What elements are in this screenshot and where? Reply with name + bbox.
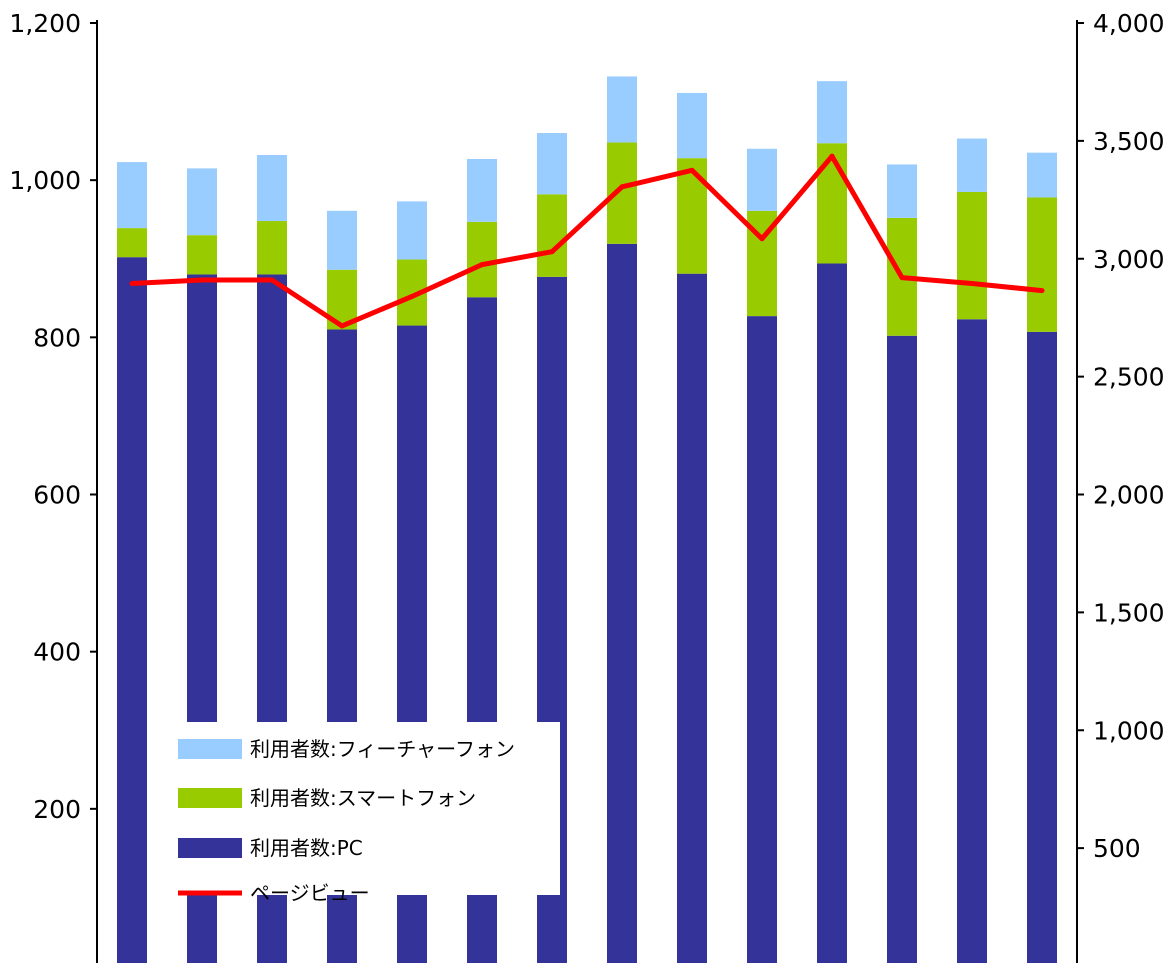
line-point-12 xyxy=(969,281,975,287)
bar-segment-s1-5 xyxy=(467,221,497,298)
bar-segment-s2-5 xyxy=(467,158,497,222)
legend-label-0: 利用者数:フィーチャーフォン xyxy=(250,737,515,761)
bar-segment-s2-9 xyxy=(747,148,777,211)
line-point-2 xyxy=(269,277,275,283)
line-point-9 xyxy=(759,236,765,242)
left-tick-label-3: 800 xyxy=(33,323,81,352)
right-tick-label-4: 2,500 xyxy=(1093,363,1164,392)
left-tick-label-0: 200 xyxy=(33,795,81,824)
bar-segment-s2-6 xyxy=(537,133,567,195)
bar-segment-s1-7 xyxy=(607,142,637,244)
bar-segment-s1-10 xyxy=(817,143,847,264)
bar-segment-s0-7 xyxy=(607,243,637,963)
bar-segment-s1-13 xyxy=(1027,197,1057,332)
legend-swatch-1 xyxy=(178,788,242,808)
legend-label-1: 利用者数:スマートフォン xyxy=(250,786,476,810)
bar-segment-s1-2 xyxy=(257,221,287,275)
right-tick-label-7: 4,000 xyxy=(1093,9,1164,38)
bar-segment-s0-9 xyxy=(747,316,777,963)
bar-segment-s0-11 xyxy=(887,335,917,963)
right-tick-label-0: 500 xyxy=(1093,834,1141,863)
legend-label-2: 利用者数:PC xyxy=(250,836,363,860)
bar-segment-s0-8 xyxy=(677,273,707,963)
right-tick-label-2: 1,500 xyxy=(1093,598,1164,627)
right-tick-label-3: 2,000 xyxy=(1093,481,1164,510)
line-point-4 xyxy=(409,293,415,299)
bar-segment-s1-12 xyxy=(957,191,987,320)
series-line-pageview xyxy=(131,153,1043,329)
line-point-13 xyxy=(1039,288,1045,294)
bar-segment-s1-0 xyxy=(117,228,147,258)
left-tick-label-2: 600 xyxy=(33,481,81,510)
bar-segment-s2-13 xyxy=(1027,152,1057,198)
bar-segment-s0-10 xyxy=(817,263,847,963)
axes-layer: 200 400 600 800 1,000 1,200 500 1,000 1,500 2,000… xyxy=(9,9,1164,963)
left-tick-label-4: 1,000 xyxy=(9,166,81,195)
bar-segment-s2-10 xyxy=(817,81,847,144)
bar-segment-s2-1 xyxy=(187,168,217,236)
line-point-0 xyxy=(129,281,135,287)
line-layer xyxy=(129,153,1045,329)
right-tick-label-5: 3,000 xyxy=(1093,245,1164,274)
bar-segment-s2-2 xyxy=(257,155,287,222)
bar-segment-s2-8 xyxy=(677,92,707,159)
bar-segment-s0-0 xyxy=(117,257,147,963)
legend-swatch-2 xyxy=(178,838,242,858)
bar-segment-s0-13 xyxy=(1027,331,1057,963)
legend-swatch-0 xyxy=(178,739,242,759)
bar-segment-s1-1 xyxy=(187,235,217,275)
bar-segment-s2-0 xyxy=(117,162,147,229)
left-tick-label-1: 400 xyxy=(33,638,81,667)
line-point-6 xyxy=(549,249,555,255)
line-point-1 xyxy=(199,277,205,283)
line-point-7 xyxy=(619,184,625,190)
bar-segment-s2-4 xyxy=(397,201,427,260)
line-point-5 xyxy=(479,262,485,268)
line-point-8 xyxy=(689,167,695,173)
line-point-11 xyxy=(899,275,905,281)
left-tick-label-5: 1,200 xyxy=(9,9,81,38)
line-point-3 xyxy=(339,323,345,329)
bar-segment-s1-8 xyxy=(677,158,707,274)
right-tick-label-6: 3,500 xyxy=(1093,127,1164,156)
bar-segment-s0-12 xyxy=(957,319,987,963)
bar-segment-s2-12 xyxy=(957,138,987,192)
bar-segment-s1-6 xyxy=(537,194,567,277)
bar-segment-s2-3 xyxy=(327,210,357,270)
legend-label-3: ページビュー xyxy=(250,881,370,905)
right-tick-label-1: 1,000 xyxy=(1093,716,1164,745)
bar-segment-s2-7 xyxy=(607,76,637,143)
bar-segment-s2-11 xyxy=(887,164,917,218)
line-point-10 xyxy=(829,153,835,159)
